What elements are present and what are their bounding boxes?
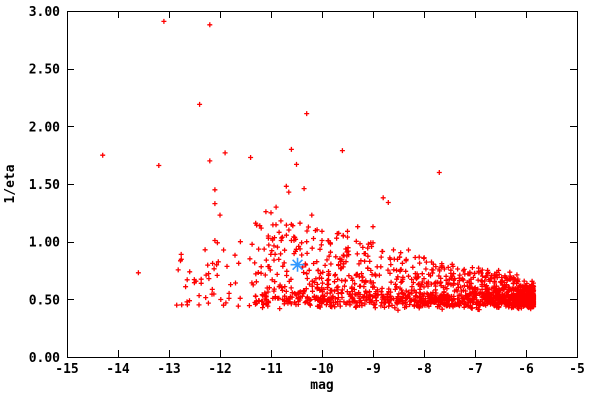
y-tick-label: 1.00 [29,236,60,251]
y-tick-label: 0.50 [29,293,60,308]
x-tick-label: -15 [55,362,78,377]
x-tick-label: -5 [569,362,585,377]
x-tick-label: -11 [259,362,283,377]
y-tick-label: 3.00 [29,5,60,20]
x-tick-label: -13 [157,362,180,377]
data-points-layer [100,18,537,313]
x-tick-label: -7 [467,362,483,377]
scatter-points [174,218,537,313]
highlight-asterisk-icon [290,257,305,272]
y-axis-label: 1/eta [3,164,18,203]
y-tick-label: 0.00 [29,351,60,366]
x-tick-label: -8 [416,362,432,377]
x-axis-label: mag [310,378,333,393]
outlier-points [100,18,442,276]
y-tick-label: 1.50 [29,178,60,193]
x-tick-label: -14 [106,362,130,377]
highlight-star-marker [290,257,305,272]
y-tick-label: 2.50 [29,63,60,78]
x-tick-label: -12 [208,362,231,377]
x-tick-label: -10 [310,362,334,377]
axis-ticks [67,11,578,358]
tick-labels: -15 -14 -13 -12 -11 -10 -9 -8 -7 -6 -5 0.00 0.50 1.00… [29,5,585,377]
y-tick-label: 2.00 [29,120,60,135]
x-tick-label: -9 [365,362,381,377]
x-tick-label: -6 [518,362,534,377]
axes [67,11,578,358]
